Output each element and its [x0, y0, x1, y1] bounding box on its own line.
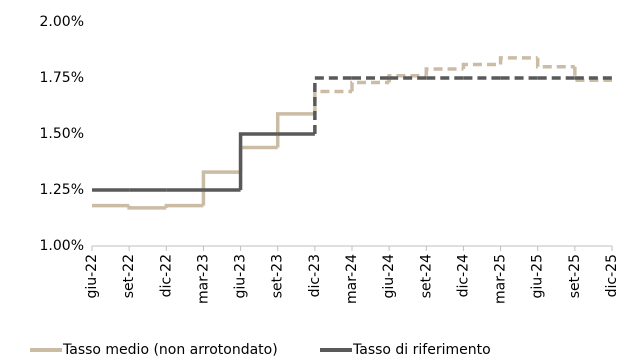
y-tick-label: 1.75% [40, 70, 84, 86]
series-line [275, 112, 315, 148]
series-line [350, 80, 390, 92]
x-tick-label: dic-25 [604, 254, 620, 297]
series-line [461, 62, 501, 70]
series-line [313, 89, 352, 114]
x-tick-label: dic-22 [158, 254, 174, 297]
series-line [424, 67, 464, 76]
series-line [238, 132, 278, 190]
series-line [164, 203, 204, 208]
x-tick-label: dic-24 [455, 254, 471, 297]
series-line [201, 170, 241, 206]
series-line [498, 56, 538, 65]
x-tick-label: mar-23 [195, 254, 211, 304]
x-tick-label: giu-25 [530, 254, 546, 299]
series-line [238, 145, 278, 173]
series-line [313, 76, 352, 134]
y-tick-label: 1.50% [40, 126, 84, 142]
x-tick-label: set-25 [567, 254, 583, 298]
x-tick-label: set-22 [121, 254, 137, 298]
x-tick-label: giu-23 [233, 254, 249, 299]
x-tick-label: giu-24 [381, 254, 397, 299]
x-tick-label: mar-25 [493, 254, 509, 304]
legend-label: Tasso di riferimento [352, 342, 491, 358]
x-tick-label: set-23 [270, 254, 286, 298]
x-tick-label: dic-23 [307, 254, 323, 297]
y-tick-label: 1.25% [40, 182, 84, 198]
series-line [387, 74, 427, 83]
x-tick-label: mar-24 [344, 254, 360, 304]
series-line [535, 57, 575, 69]
series-line [573, 66, 612, 82]
series-line [127, 205, 167, 210]
y-tick-label: 2.00% [40, 14, 84, 30]
legend-label: Tasso medio (non arrotondato) [62, 342, 278, 358]
x-tick-label: giu-22 [84, 254, 100, 299]
y-tick-label: 1.00% [40, 238, 84, 254]
x-tick-label: set-24 [418, 254, 434, 298]
